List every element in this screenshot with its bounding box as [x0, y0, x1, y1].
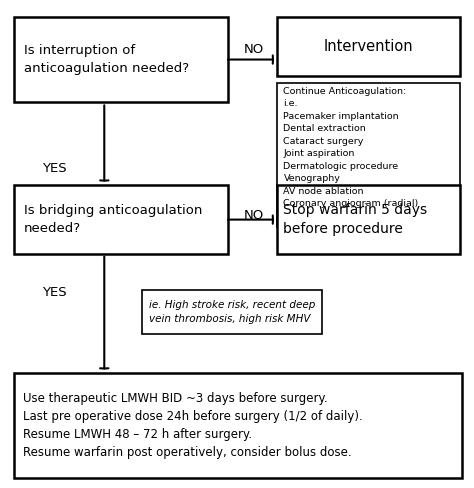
Text: NO: NO: [244, 209, 264, 222]
FancyBboxPatch shape: [14, 373, 462, 478]
Text: YES: YES: [42, 286, 67, 299]
Text: Intervention: Intervention: [324, 39, 414, 54]
FancyBboxPatch shape: [142, 290, 322, 334]
Text: NO: NO: [244, 43, 264, 56]
Text: Continue Anticoagulation:
i.e.
Pacemaker implantation
Dental extraction
Cataract: Continue Anticoagulation: i.e. Pacemaker…: [283, 87, 419, 208]
FancyBboxPatch shape: [14, 185, 228, 254]
FancyBboxPatch shape: [277, 17, 460, 76]
FancyBboxPatch shape: [14, 17, 228, 102]
FancyBboxPatch shape: [277, 83, 460, 227]
Text: YES: YES: [42, 162, 67, 175]
Text: Use therapeutic LMWH BID ~3 days before surgery.
Last pre operative dose 24h bef: Use therapeutic LMWH BID ~3 days before …: [23, 392, 363, 459]
FancyBboxPatch shape: [277, 185, 460, 254]
Text: ie. High stroke risk, recent deep
vein thrombosis, high risk MHV: ie. High stroke risk, recent deep vein t…: [149, 300, 316, 325]
Text: Is interruption of
anticoagulation needed?: Is interruption of anticoagulation neede…: [24, 44, 189, 75]
Text: Stop warfarin 5 days
before procedure: Stop warfarin 5 days before procedure: [283, 203, 428, 236]
Text: Is bridging anticoagulation
needed?: Is bridging anticoagulation needed?: [24, 204, 202, 235]
